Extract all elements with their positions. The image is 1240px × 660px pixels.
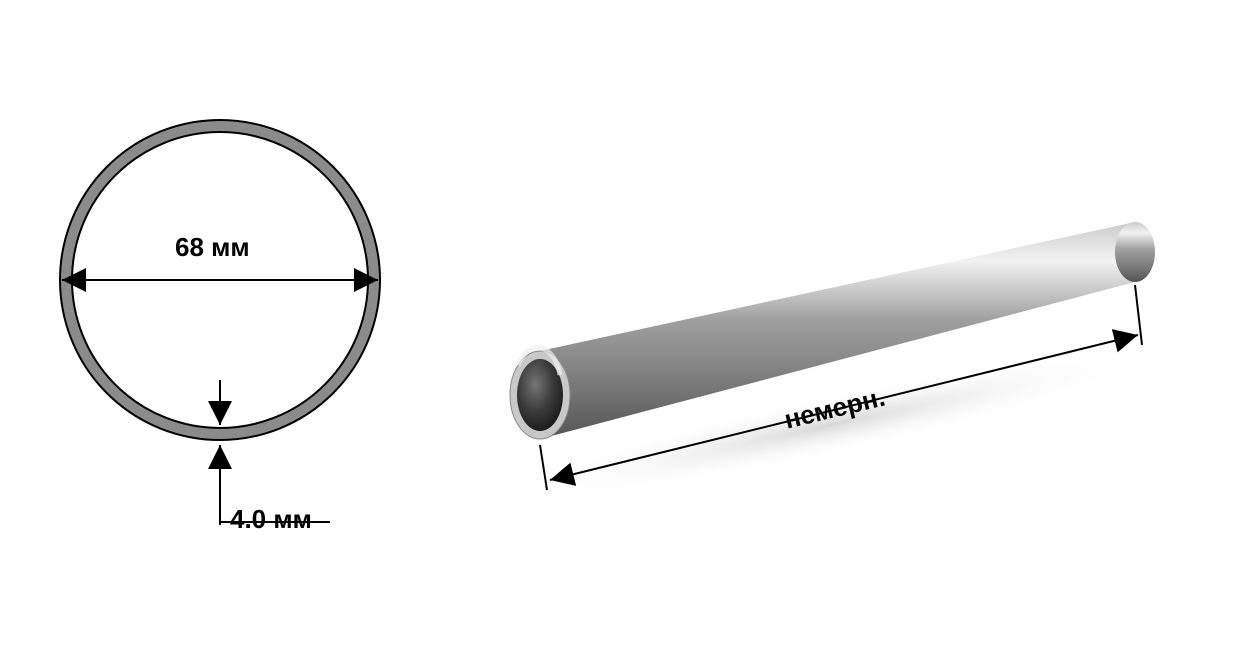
thickness-label: 4.0 мм <box>230 504 312 535</box>
diagram-canvas <box>0 0 1240 660</box>
pipe-3d <box>501 222 1159 523</box>
cross-section <box>60 120 380 525</box>
pipe-far-cap <box>1115 222 1155 282</box>
pipe-near-inner <box>517 359 563 431</box>
diameter-label: 68 мм <box>175 232 250 263</box>
